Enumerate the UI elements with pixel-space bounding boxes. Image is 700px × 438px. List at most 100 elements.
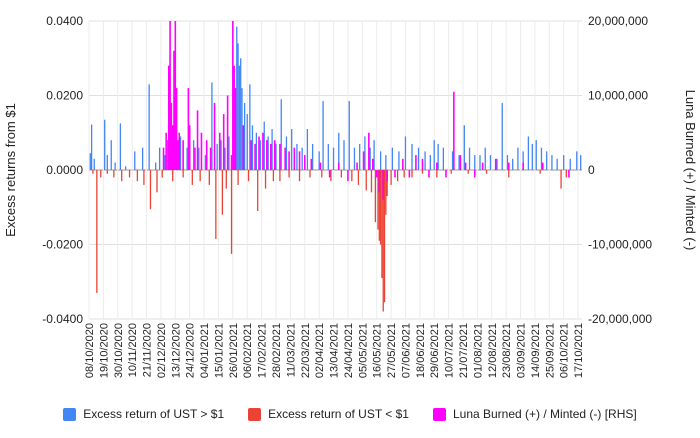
- x-tick-label: 10/07/2021: [444, 323, 456, 378]
- bar-luna: [298, 151, 301, 171]
- legend: Excess return of UST > $1 Excess return …: [0, 402, 700, 426]
- bar-below: [199, 170, 201, 182]
- x-tick-label: 11/03/2021: [285, 323, 297, 377]
- bar-luna: [233, 65, 235, 170]
- bar-luna: [266, 140, 268, 170]
- bar-below: [113, 170, 115, 178]
- x-tick-label: 29/06/2021: [429, 323, 441, 378]
- bar-luna: [481, 162, 484, 170]
- bar-luna: [279, 143, 281, 170]
- bar-above: [291, 129, 293, 170]
- bar-luna: [196, 110, 199, 170]
- y2-tick-label: -20,000,000: [588, 312, 652, 326]
- bar-below: [330, 170, 332, 182]
- x-tick-label: 28/02/2021: [271, 323, 283, 378]
- bar-luna: [494, 158, 497, 170]
- bar-above: [517, 147, 519, 170]
- bar-below: [121, 170, 123, 182]
- legend-item-above[interactable]: Excess return of UST > $1: [63, 407, 224, 421]
- bar-luna: [293, 147, 296, 170]
- bar-luna: [182, 140, 184, 170]
- bar-above: [424, 151, 426, 171]
- bar-below: [172, 170, 174, 182]
- legend-item-luna[interactable]: Luna Burned (+) / Minted (-) [RHS]: [432, 407, 637, 421]
- x-tick-label: 10/11/2020: [127, 323, 139, 377]
- x-tick-label: 17/02/2021: [257, 323, 269, 378]
- bar-below: [370, 170, 373, 193]
- y2-tick-label: -10,000,000: [588, 238, 652, 252]
- bar-above: [148, 84, 150, 170]
- bar-below: [374, 170, 377, 223]
- bar-below: [208, 170, 210, 185]
- bar-below: [382, 170, 384, 312]
- bar-above: [474, 155, 476, 170]
- bar-above: [463, 125, 465, 170]
- bar-luna: [347, 170, 349, 182]
- bar-luna: [232, 21, 234, 170]
- bar-above: [89, 153, 91, 170]
- bar-above: [359, 143, 361, 170]
- bar-below: [508, 170, 510, 178]
- bar-below: [485, 170, 488, 174]
- bar-above: [479, 155, 481, 170]
- bar-luna: [394, 170, 396, 178]
- bar-below: [156, 170, 158, 193]
- bar-above: [114, 162, 116, 170]
- y2-tick-label: 20,000,000: [588, 14, 648, 28]
- bar-luna: [242, 125, 245, 170]
- bar-luna: [415, 155, 417, 170]
- bar-below: [340, 170, 343, 178]
- bar-below: [149, 170, 152, 210]
- bar-luna: [507, 162, 510, 170]
- legend-item-below[interactable]: Excess return of UST < $1: [248, 407, 409, 421]
- bar-above: [429, 155, 431, 170]
- bar-below: [321, 170, 323, 178]
- bar-luna: [175, 88, 178, 170]
- bar-above: [141, 147, 144, 170]
- bar-luna: [269, 143, 272, 170]
- bar-above: [246, 114, 248, 171]
- bar-luna: [258, 136, 260, 170]
- legend-swatch-below: [248, 407, 262, 421]
- bar-luna: [310, 158, 313, 170]
- bar-below: [161, 170, 163, 178]
- bar-luna: [288, 151, 290, 171]
- bar-luna: [194, 147, 196, 170]
- bar-luna: [436, 162, 438, 170]
- bar-below: [396, 170, 399, 182]
- bar-below: [247, 170, 250, 182]
- bars-layer: [89, 21, 582, 312]
- bar-luna: [408, 170, 411, 178]
- bar-luna: [386, 170, 388, 182]
- bar-above: [546, 151, 548, 171]
- y-tick-label: 0.0400: [46, 14, 83, 28]
- bar-above: [211, 82, 213, 170]
- bar-above: [93, 158, 95, 170]
- bar-below: [450, 170, 452, 174]
- bar-luna: [254, 143, 256, 170]
- bar-below: [421, 170, 424, 174]
- legend-swatch-luna: [432, 407, 446, 421]
- bar-above: [251, 125, 254, 170]
- bar-above: [306, 129, 309, 170]
- bar-below: [436, 170, 438, 178]
- y-tick-label: 0.0200: [46, 89, 83, 103]
- axis-layer: 0.0400 20,000,000 0.0200 10,000,000 0.0000 0 -…: [42, 14, 652, 378]
- x-tick-label: 21/07/2021: [458, 323, 470, 378]
- bar-above: [134, 151, 136, 171]
- bar-above: [285, 136, 288, 170]
- bar-luna: [459, 155, 462, 170]
- bar-luna: [284, 147, 286, 170]
- bar-above: [124, 166, 127, 170]
- bar-above: [90, 124, 93, 170]
- bar-above: [271, 129, 273, 170]
- bar-above: [556, 158, 558, 170]
- bar-below: [272, 170, 275, 182]
- bar-below: [377, 170, 379, 230]
- bar-above: [489, 155, 492, 170]
- bar-luna: [218, 132, 221, 170]
- bar-below: [136, 170, 139, 182]
- bar-above: [527, 136, 530, 170]
- bar-below: [411, 170, 413, 178]
